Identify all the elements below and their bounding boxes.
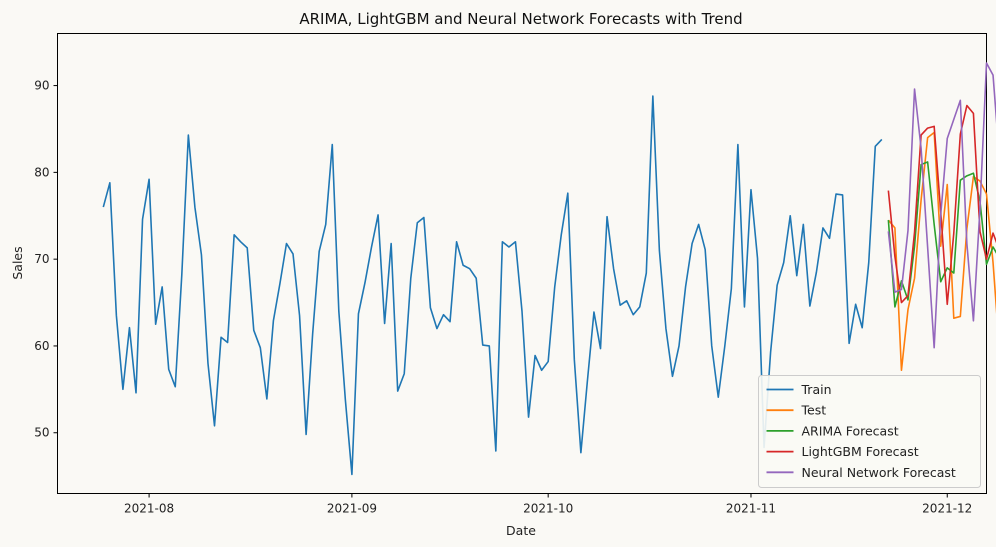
y-tick-label: 80: [34, 165, 49, 179]
x-tick-label: 2021-11: [726, 502, 776, 516]
y-tick-label: 50: [34, 426, 49, 440]
legend-label: Test: [801, 403, 827, 418]
x-tick-label: 2021-09: [327, 502, 377, 516]
series-line-train: [102, 95, 883, 476]
x-axis-title: Date: [506, 523, 536, 538]
x-tick-label: 2021-10: [523, 502, 573, 516]
series-line-lightgbm-forecast: [887, 104, 996, 306]
x-tick-label: 2021-12: [922, 502, 972, 516]
series-layer: [102, 62, 996, 476]
legend-label: Train: [801, 382, 832, 397]
chart-title: ARIMA, LightGBM and Neural Network Forec…: [299, 10, 742, 28]
legend-label: ARIMA Forecast: [802, 423, 899, 438]
series-line-neural-network-forecast: [887, 62, 996, 349]
series-line-test: [887, 131, 996, 372]
legend-label: Neural Network Forecast: [802, 465, 956, 480]
y-tick-label: 90: [34, 79, 49, 93]
legend: Train Test ARIMA Forecast LightGBM Forecast…: [758, 375, 981, 488]
y-tick-label: 60: [34, 339, 49, 353]
y-tick-label: 70: [34, 252, 49, 266]
legend-label: LightGBM Forecast: [802, 444, 919, 459]
legend-box: [758, 375, 981, 488]
x-tick-label: 2021-08: [124, 502, 174, 516]
y-axis-title: Sales: [10, 246, 25, 279]
